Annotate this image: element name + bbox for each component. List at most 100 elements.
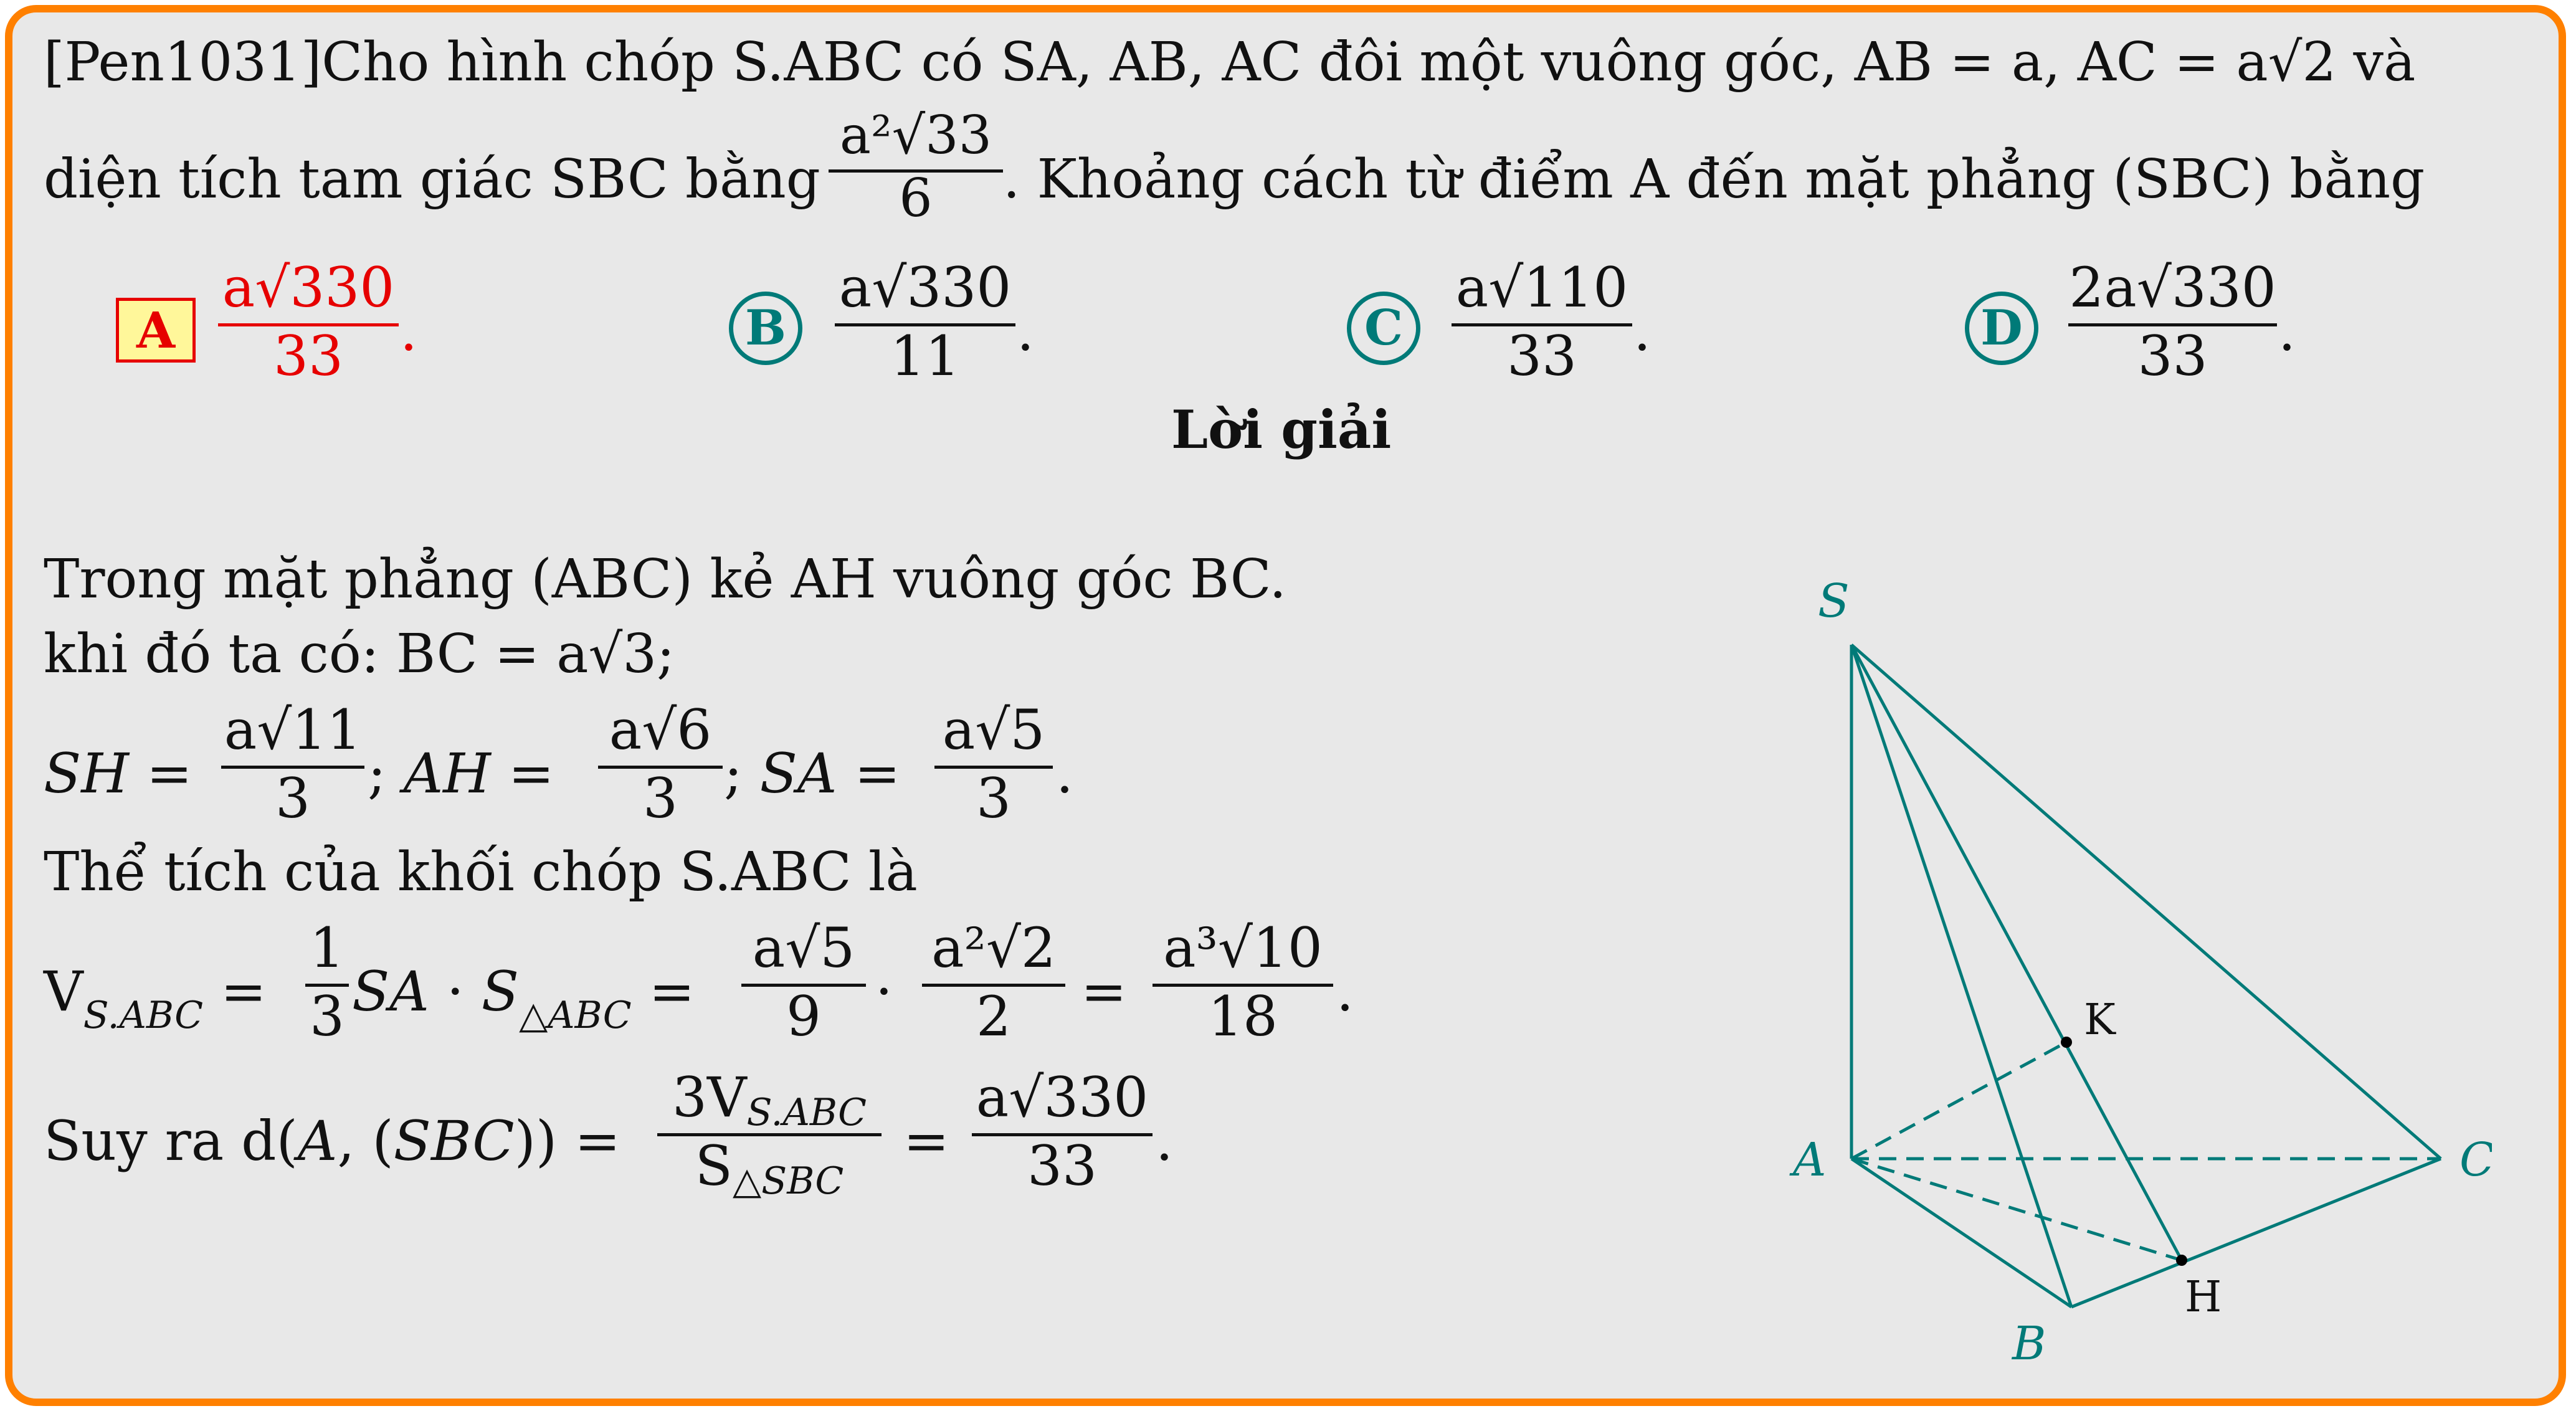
vol-frac-1-den: 9: [786, 984, 821, 1048]
sh-denominator: 3: [275, 766, 310, 830]
solution-line-4: Thể tích của khối chóp S.ABC là: [44, 841, 918, 903]
option-b-period: .: [1017, 299, 1034, 363]
option-c-fraction[interactable]: a√110 33: [1452, 255, 1632, 388]
pyramid-figure: S A B C H K: [1789, 574, 2492, 1371]
option-a-bar: [218, 323, 399, 326]
sh-bar: [221, 766, 364, 769]
distance-ratio-num: 3VS.ABC: [672, 1065, 867, 1134]
ah-label: ; AH =: [368, 741, 554, 805]
line3-period: .: [1056, 741, 1073, 805]
option-b-bar: [835, 323, 1015, 326]
option-a-denominator: 33: [273, 324, 343, 388]
option-b-denominator: 11: [890, 324, 960, 388]
option-d-period: .: [2278, 299, 2296, 363]
label-A: A: [1789, 1133, 1826, 1187]
option-a-numerator: a√330: [222, 255, 395, 320]
question-card: [5, 5, 2566, 1406]
segment-AH-hidden: [1851, 1157, 2182, 1262]
label-K: K: [2084, 995, 2116, 1045]
sa-denominator: 3: [976, 766, 1011, 830]
line5-period: .: [1336, 959, 1354, 1024]
one-third-fraction: 1 3: [305, 916, 349, 1048]
label-C: C: [2460, 1133, 2492, 1187]
option-c-numerator: a√110: [1455, 255, 1628, 320]
problem-line-2-suffix: . Khoảng cách từ điểm A đến mặt phẳng (S…: [1003, 148, 2425, 211]
vol-frac-2-num: a²√2: [931, 916, 1056, 980]
solution-line-2: khi đó ta có: BC = a√3;: [44, 623, 675, 685]
vol-frac-1-bar: [741, 984, 866, 987]
option-c-period: .: [1633, 299, 1651, 363]
sa-times-area: SA · S△ABC =: [352, 959, 695, 1037]
solution-line-3: SH = a√11 3 ; AH = a√6 3 ; SA = a√5 3 .: [44, 698, 1103, 847]
option-b-badge[interactable]: B: [729, 292, 802, 365]
distance-label: Suy ra d(A, (SBC)) =: [44, 1109, 620, 1173]
option-b-fraction[interactable]: a√330 11: [835, 255, 1015, 388]
area-fraction-bar: [829, 169, 1003, 173]
option-c-badge[interactable]: C: [1347, 292, 1420, 365]
vol-frac-1-num: a√5: [752, 916, 855, 980]
edge-SH: [1850, 644, 2184, 1261]
option-d-denominator: 33: [2137, 324, 2208, 388]
point-H: [2176, 1255, 2187, 1266]
distance-equals: =: [903, 1109, 949, 1173]
ah-numerator: a√6: [609, 698, 712, 762]
sa-label: ; SA =: [724, 741, 901, 805]
label-H: H: [2185, 1273, 2222, 1322]
sa-numerator: a√5: [942, 698, 1045, 762]
option-a-badge[interactable]: A: [116, 298, 196, 363]
option-d-numerator: 2a√330: [2069, 255, 2276, 320]
vol-frac-2: a²√2 2: [922, 916, 1065, 1048]
area-numerator: a²√33: [839, 105, 992, 166]
segment-AK-hidden: [1850, 1040, 2068, 1161]
option-a-period: .: [400, 299, 417, 363]
edge-BC: [2071, 1157, 2441, 1309]
option-a-fraction[interactable]: a√330 33: [218, 255, 399, 388]
vol-frac-2-den: 2: [976, 984, 1011, 1048]
distance-result-fraction: a√330 33: [972, 1065, 1153, 1198]
option-c-denominator: 33: [1507, 324, 1577, 388]
problem-line-1: [Pen1031]Cho hình chóp S.ABC có SA, AB, …: [44, 31, 2416, 93]
label-B: B: [2011, 1317, 2046, 1371]
solution-line-6: Suy ra d(A, (SBC)) = 3VS.ABC S△SBC = a√3…: [44, 1065, 1227, 1227]
point-K: [2061, 1037, 2072, 1048]
distance-result-den: 33: [1027, 1134, 1097, 1198]
ah-bar: [598, 766, 723, 769]
sh-label: SH =: [44, 741, 192, 805]
option-d-badge[interactable]: D: [1965, 292, 2038, 365]
one-third-bar: [305, 984, 349, 987]
solution-heading: Lời giải: [1171, 399, 1392, 460]
line6-period: .: [1156, 1109, 1173, 1173]
edge-SB: [1850, 644, 2073, 1308]
solution-line-1: Trong mặt phẳng (ABC) kẻ AH vuông góc BC…: [44, 548, 1286, 610]
ah-denominator: 3: [643, 766, 678, 830]
option-c-bar: [1452, 323, 1632, 326]
equals-sign: =: [1081, 959, 1127, 1024]
option-b-numerator: a√330: [839, 255, 1012, 320]
distance-result-num: a√330: [976, 1065, 1149, 1129]
ah-fraction: a√6 3: [598, 698, 723, 830]
edge-AB: [1850, 1157, 2073, 1309]
area-fraction: a²√33 6: [829, 105, 1003, 229]
problem-line-2-prefix: diện tích tam giác SBC bằng: [44, 148, 820, 211]
vol-frac-3-den: 18: [1208, 984, 1278, 1048]
vol-frac-1: a√5 9: [741, 916, 866, 1048]
distance-ratio-bar: [657, 1133, 882, 1136]
sa-bar: [934, 766, 1053, 769]
volume-label: VS.ABC =: [44, 959, 267, 1037]
vol-frac-3-bar: [1153, 984, 1333, 987]
dot-operator: ·: [875, 959, 893, 1024]
edge-SC: [1850, 644, 2442, 1160]
sa-fraction: a√5 3: [934, 698, 1053, 830]
distance-result-bar: [972, 1133, 1153, 1136]
distance-ratio-fraction: 3VS.ABC S△SBC: [657, 1065, 882, 1203]
sh-fraction: a√11 3: [221, 698, 364, 830]
area-denominator: 6: [899, 168, 933, 229]
vol-frac-2-bar: [922, 984, 1065, 987]
option-d-bar: [2068, 323, 2277, 326]
one-third-num: 1: [310, 916, 345, 980]
vol-frac-3: a³√10 18: [1153, 916, 1333, 1048]
option-d-fraction[interactable]: 2a√330 33: [2068, 255, 2277, 388]
distance-ratio-den: S△SBC: [695, 1134, 844, 1203]
one-third-den: 3: [310, 984, 345, 1048]
sh-numerator: a√11: [224, 698, 362, 762]
